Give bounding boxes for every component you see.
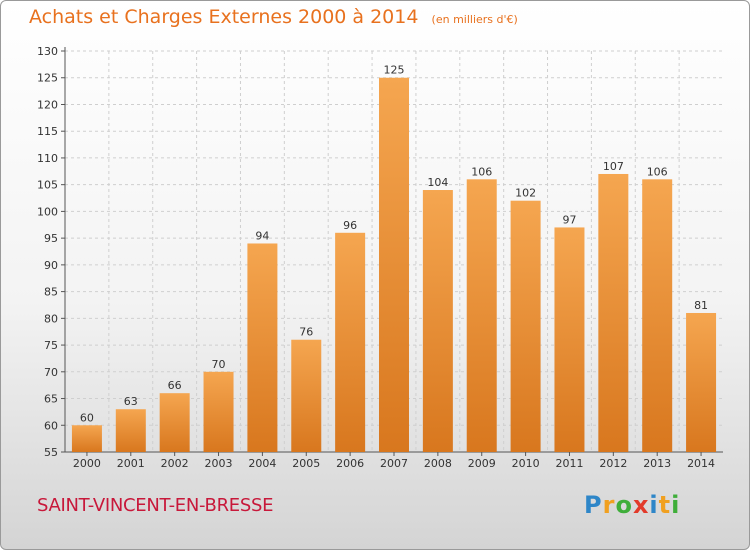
proxiti-logo: Proxiti xyxy=(584,491,680,519)
bar xyxy=(686,312,717,452)
y-tick-label: 105 xyxy=(37,179,58,192)
y-tick-label: 90 xyxy=(44,259,58,272)
bar xyxy=(247,243,278,452)
y-tick-label: 120 xyxy=(37,98,58,111)
bar-value-label: 125 xyxy=(384,64,405,77)
logo-letter: o xyxy=(615,491,633,519)
x-tick-label: 2004 xyxy=(248,457,276,470)
y-tick-label: 70 xyxy=(44,366,58,379)
x-tick-label: 2009 xyxy=(468,457,496,470)
bar xyxy=(379,77,409,452)
chart-unit: (en milliers d'€) xyxy=(431,13,518,26)
y-tick-label: 110 xyxy=(37,152,58,165)
logo-letter: t xyxy=(658,491,672,519)
y-tick-label: 100 xyxy=(37,205,58,218)
bar xyxy=(554,227,585,452)
bar-value-label: 81 xyxy=(694,299,708,312)
y-tick-label: 60 xyxy=(44,419,58,432)
bar-value-label: 106 xyxy=(647,165,668,178)
x-tick-label: 2012 xyxy=(599,457,627,470)
y-tick-label: 125 xyxy=(37,72,58,85)
y-tick-label: 115 xyxy=(37,125,58,138)
chart-title: Achats et Charges Externes 2000 à 2014 xyxy=(29,6,419,28)
x-tick-label: 2006 xyxy=(336,457,364,470)
bar xyxy=(203,371,234,452)
bar xyxy=(510,200,541,452)
y-tick-label: 85 xyxy=(44,286,58,299)
logo-letter: i xyxy=(671,491,681,519)
y-tick-label: 95 xyxy=(44,232,58,245)
x-tick-label: 2010 xyxy=(512,457,540,470)
x-tick-label: 2007 xyxy=(380,457,408,470)
bar xyxy=(71,425,102,452)
bar xyxy=(422,190,453,452)
bar-value-label: 70 xyxy=(212,358,226,371)
x-tick-label: 2008 xyxy=(424,457,452,470)
x-tick-label: 2002 xyxy=(161,457,189,470)
bar xyxy=(115,409,146,452)
title-row: Achats et Charges Externes 2000 à 2014 (… xyxy=(29,6,518,28)
bar xyxy=(466,179,497,452)
bar-value-label: 107 xyxy=(603,160,624,173)
y-tick-label: 65 xyxy=(44,393,58,406)
bar xyxy=(642,179,673,452)
x-tick-label: 2005 xyxy=(292,457,320,470)
x-tick-label: 2013 xyxy=(643,457,671,470)
bar-value-label: 63 xyxy=(124,395,138,408)
x-tick-label: 2001 xyxy=(117,457,145,470)
logo-letter: P xyxy=(584,491,603,519)
bar xyxy=(159,393,190,452)
logo-letter: x xyxy=(632,491,650,519)
bar-value-label: 76 xyxy=(299,326,313,339)
bar-value-label: 60 xyxy=(80,411,94,424)
bar-value-label: 102 xyxy=(515,187,536,200)
bar-value-label: 96 xyxy=(343,219,357,232)
logo-letter: i xyxy=(649,491,659,519)
bar-value-label: 94 xyxy=(255,229,269,242)
x-tick-label: 2000 xyxy=(73,457,101,470)
commune-name: SAINT-VINCENT-EN-BRESSE xyxy=(37,495,274,516)
bar-value-label: 66 xyxy=(168,379,182,392)
bar xyxy=(335,232,366,452)
bar xyxy=(291,339,322,452)
x-tick-label: 2014 xyxy=(687,457,715,470)
y-tick-label: 130 xyxy=(37,45,58,58)
x-tick-label: 2011 xyxy=(555,457,583,470)
x-tick-label: 2003 xyxy=(205,457,233,470)
bar-value-label: 97 xyxy=(562,213,576,226)
bar xyxy=(598,173,629,452)
logo-letter: r xyxy=(602,491,616,519)
bar-value-label: 106 xyxy=(471,165,492,178)
y-tick-label: 80 xyxy=(44,312,58,325)
y-tick-label: 55 xyxy=(44,446,58,459)
y-tick-label: 75 xyxy=(44,339,58,352)
bar-value-label: 104 xyxy=(427,176,448,189)
